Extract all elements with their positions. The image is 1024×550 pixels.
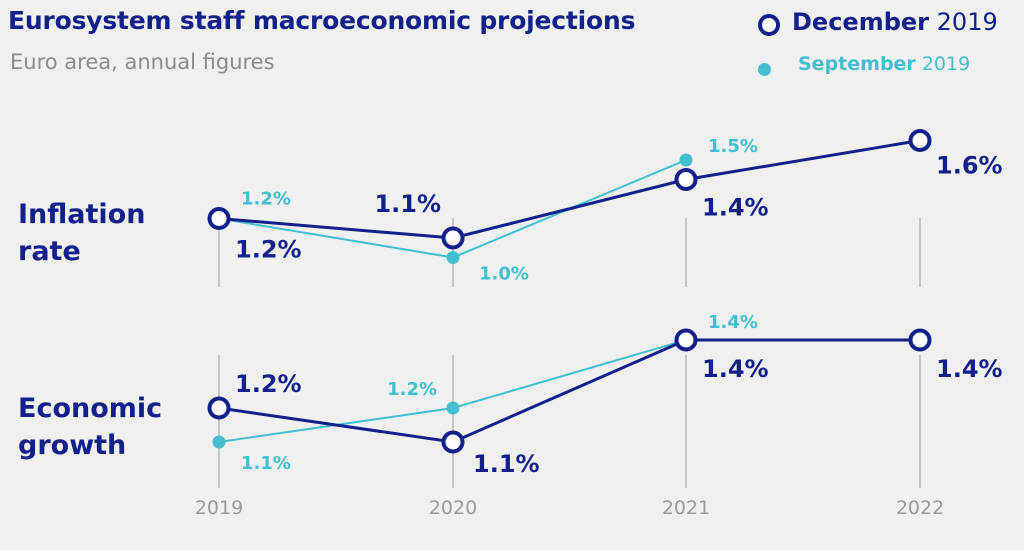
data-label-december-1-2019: 1.2% [235,370,302,398]
data-label-december-0-2022: 1.6% [936,152,1003,180]
legend-december-year: 2019 [936,8,998,36]
legend-september-year: 2019 [921,53,971,75]
x-tick-label-2021: 2021 [662,497,710,519]
point-december-0-2022 [908,129,932,152]
data-label-december-1-2020: 1.1% [473,450,540,478]
point-december-1-2022 [908,328,932,352]
chart-subtitle: Euro area, annual figures [10,50,275,74]
data-label-december-1-2022: 1.4% [936,355,1003,383]
point-december-0-2019 [207,207,231,230]
data-label-december-1-2021: 1.4% [702,355,769,383]
row-label-inflation-line1: Inflation [18,199,146,230]
point-december-0-2021 [674,168,698,191]
point-september-1-2020 [446,401,460,415]
data-label-september-0-2020: 1.0% [479,264,529,285]
legend-december-name: December [792,8,930,36]
hollow-circle-icon [758,14,780,36]
data-label-september-1-2020: 1.2% [387,379,437,400]
data-label-september-0-2021: 1.5% [708,136,758,157]
filled-circle-icon [758,63,771,76]
data-label-september-0-2019: 1.2% [241,189,291,210]
row-label-inflation: Inflation rate [18,196,145,270]
point-december-0-2020 [441,226,465,250]
point-september-0-2020 [446,251,460,264]
chart-title: Eurosystem staff macroeconomic projectio… [8,6,636,35]
row-label-growth: Economic growth [18,390,162,464]
point-september-0-2021 [679,153,693,167]
data-label-december-0-2021: 1.4% [702,194,769,222]
point-december-1-2021 [674,328,698,352]
series-line-december-1 [218,338,920,444]
series-line-december-0 [218,139,921,240]
data-label-december-0-2019: 1.2% [235,236,302,264]
row-label-growth-line2: growth [18,430,127,461]
data-label-december-0-2020: 1.1% [374,190,441,218]
x-tick-label-2019: 2019 [195,497,243,519]
legend-september-name: September [798,53,916,75]
x-tick-label-2020: 2020 [429,497,477,519]
x-tick-label-2022: 2022 [896,497,944,519]
row-label-growth-line1: Economic [18,393,163,424]
row-label-inflation-line2: rate [18,236,81,267]
point-september-1-2019 [212,435,226,449]
point-december-1-2020 [441,430,465,454]
data-label-september-1-2021: 1.4% [708,312,758,333]
point-december-1-2019 [207,396,231,420]
data-label-september-1-2019: 1.1% [241,453,291,474]
